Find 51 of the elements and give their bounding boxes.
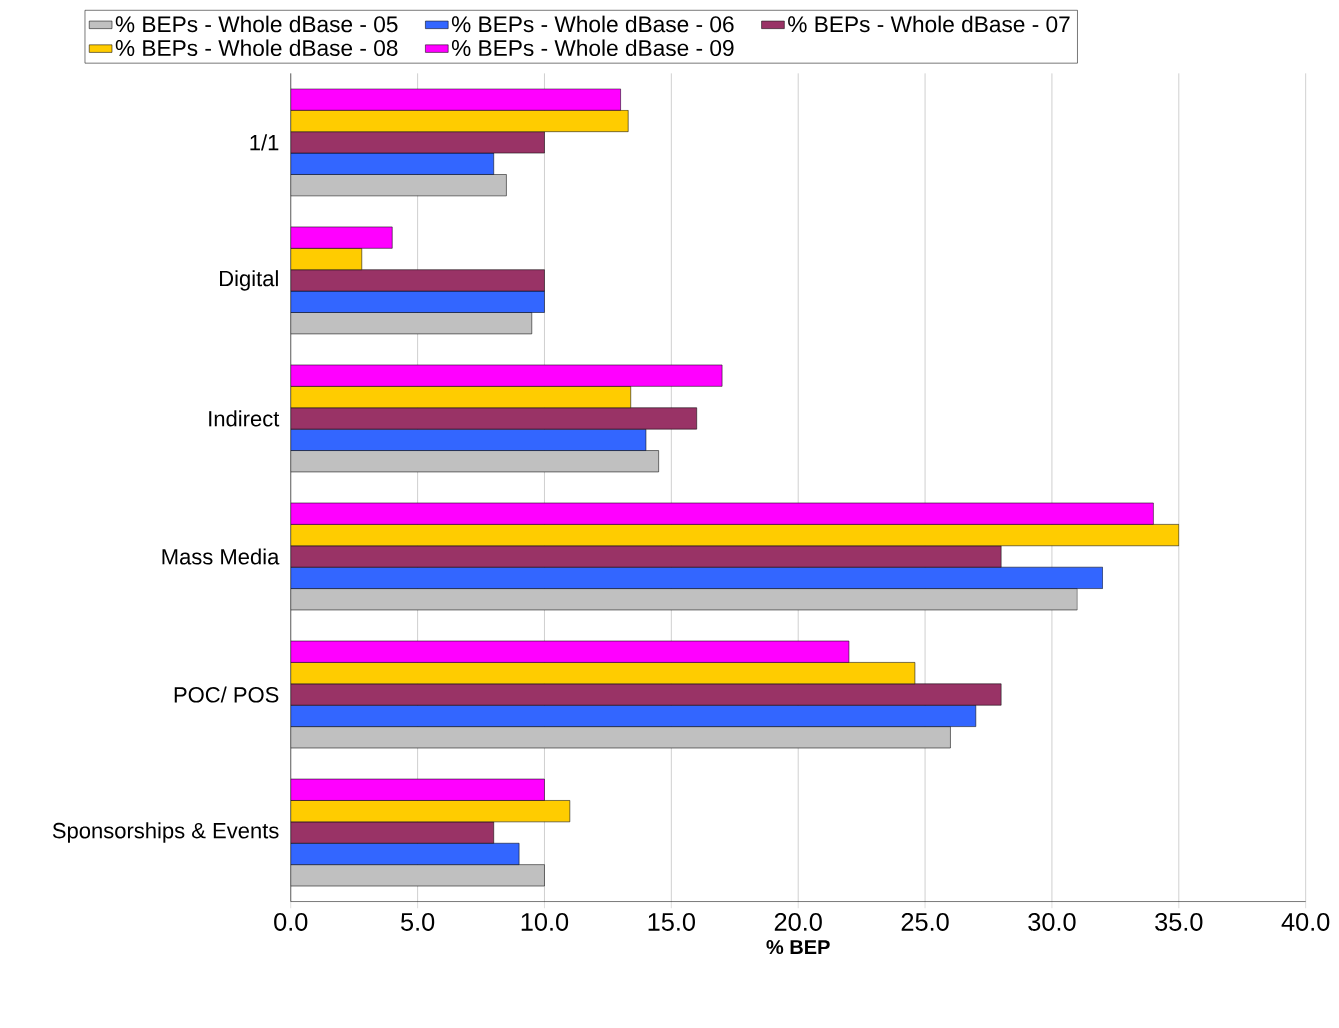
x-tick-label: 15.0 [648,912,695,931]
bar [290,640,850,663]
bar [290,523,1180,546]
bar [290,247,363,270]
x-tick-label: 35.0 [1155,912,1203,931]
bar [290,864,545,887]
bar [290,545,1002,568]
bar [290,88,621,111]
x-tick-label: 20.0 [774,912,822,931]
x-tick-label: 40.0 [1281,912,1330,931]
x-tick-label: 25.0 [901,912,949,931]
bar [290,407,697,430]
legend-label: % BEPs - Whole dBase - 08 [115,39,398,56]
bar [290,428,647,451]
legend-label: % BEPs - Whole dBase - 05 [115,15,398,33]
bar [290,566,1103,589]
bar [290,662,916,684]
x-tick-label: 10.0 [521,912,569,931]
bar [290,450,659,473]
y-tick-label: 1/1 [250,134,279,151]
x-tick-label: 5.0 [401,912,435,931]
y-tick-label: POC/ POS [174,686,279,703]
bar [290,269,545,292]
x-axis-title: % BEP [766,939,830,954]
bar [290,174,507,197]
y-tick-label: Mass Media [162,548,280,565]
bar [290,312,533,335]
bar [290,842,520,865]
bar [290,800,571,822]
legend-label: % BEPs - Whole dBase - 06 [451,15,734,33]
bar [290,109,629,132]
x-tick-label: 0.0 [274,912,308,931]
bar [290,290,545,313]
y-tick-label: Indirect [209,410,280,427]
bar [290,821,494,844]
bar [290,726,951,749]
bar [290,588,1078,611]
bar [290,502,1154,525]
bar [290,385,632,408]
legend-label: % BEPs - Whole dBase - 09 [451,39,734,56]
bar [290,778,545,801]
y-tick-label: Digital [220,270,278,291]
bar [290,152,494,175]
bar [290,226,393,249]
y-tick-label: Sponsorships & Events [52,822,279,843]
bar [290,131,545,154]
bar [290,704,977,727]
bar [290,683,1002,706]
x-tick-label: 30.0 [1028,912,1076,931]
legend-label: % BEPs - Whole dBase - 07 [788,15,1070,33]
bar [290,364,723,387]
